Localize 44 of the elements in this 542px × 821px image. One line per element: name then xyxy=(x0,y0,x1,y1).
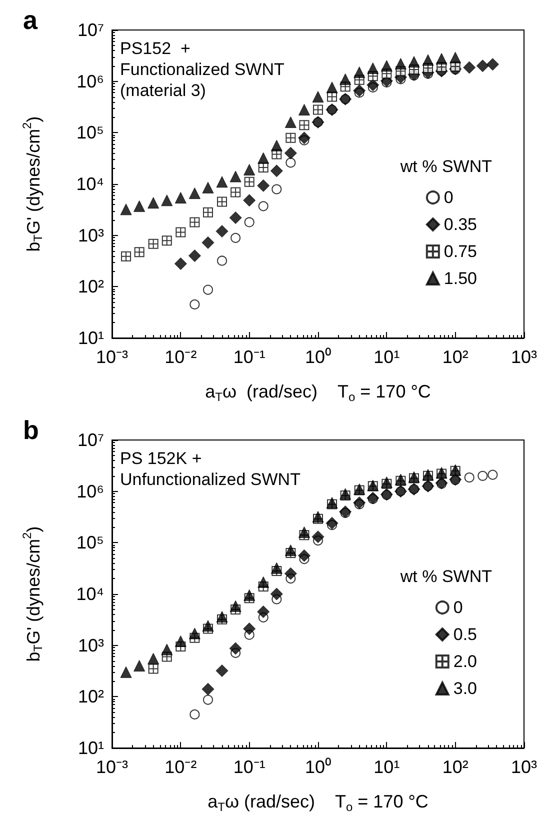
legend-label: 0.5 xyxy=(453,625,478,644)
y-axis-title: bTG' (dynes/cm2) xyxy=(20,526,45,662)
x-tick-label: 10⁰ xyxy=(304,757,332,777)
legend-label: 1.50 xyxy=(444,269,478,288)
x-tick-label: 10¹ xyxy=(374,347,400,367)
legend-label: 0.75 xyxy=(444,242,478,261)
x-tick-label: 10³ xyxy=(510,347,538,367)
y-tick-label: 10² xyxy=(78,276,104,297)
y-tick-label: 10⁷ xyxy=(77,430,104,450)
chart-title: b xyxy=(23,415,39,445)
legend-label: 0 xyxy=(444,188,454,207)
y-tick-label: 10³ xyxy=(78,635,104,656)
legend-label: 0.35 xyxy=(444,215,478,234)
y-tick-label: 10⁶ xyxy=(76,71,104,92)
x-tick-label: 10² xyxy=(442,347,468,367)
annotation: PS152 + Functionalized SWNT (material 3) xyxy=(120,39,284,100)
x-tick-label: 10² xyxy=(442,757,468,777)
y-tick-label: 10¹ xyxy=(78,738,104,758)
x-tick-label: 10⁻² xyxy=(164,757,197,777)
y-axis-title: bTG' (dynes/cm2) xyxy=(20,116,45,252)
y-tick-label: 10² xyxy=(78,686,104,707)
legend-label: 2.0 xyxy=(453,652,478,671)
legend-title: wt % SWNT xyxy=(399,157,492,176)
y-tick-label: 10¹ xyxy=(78,328,104,348)
x-tick-label: 10³ xyxy=(510,757,538,777)
y-tick-label: 10⁵ xyxy=(76,122,104,143)
x-tick-label: 10⁻³ xyxy=(96,347,128,367)
y-tick-label: 10⁶ xyxy=(76,481,104,502)
legend-label: 0 xyxy=(453,598,463,617)
y-tick-label: 10⁴ xyxy=(76,174,104,194)
chart-title: a xyxy=(23,5,38,35)
y-tick-label: 10⁴ xyxy=(76,584,104,604)
legend-label: 3.0 xyxy=(453,679,478,698)
x-tick-label: 10⁻² xyxy=(164,347,197,367)
annotation: PS 152K + Unfunctionalized SWNT xyxy=(120,449,300,489)
x-tick-label: 10⁻¹ xyxy=(233,347,266,367)
legend-title: wt % SWNT xyxy=(399,567,492,586)
x-tick-label: 10⁻³ xyxy=(96,757,128,777)
y-tick-label: 10⁷ xyxy=(77,20,104,40)
x-tick-label: 10⁻¹ xyxy=(233,757,266,777)
x-tick-label: 10⁰ xyxy=(304,347,332,367)
y-tick-label: 10³ xyxy=(78,225,104,246)
x-tick-label: 10¹ xyxy=(374,757,400,777)
y-tick-label: 10⁵ xyxy=(76,532,104,553)
